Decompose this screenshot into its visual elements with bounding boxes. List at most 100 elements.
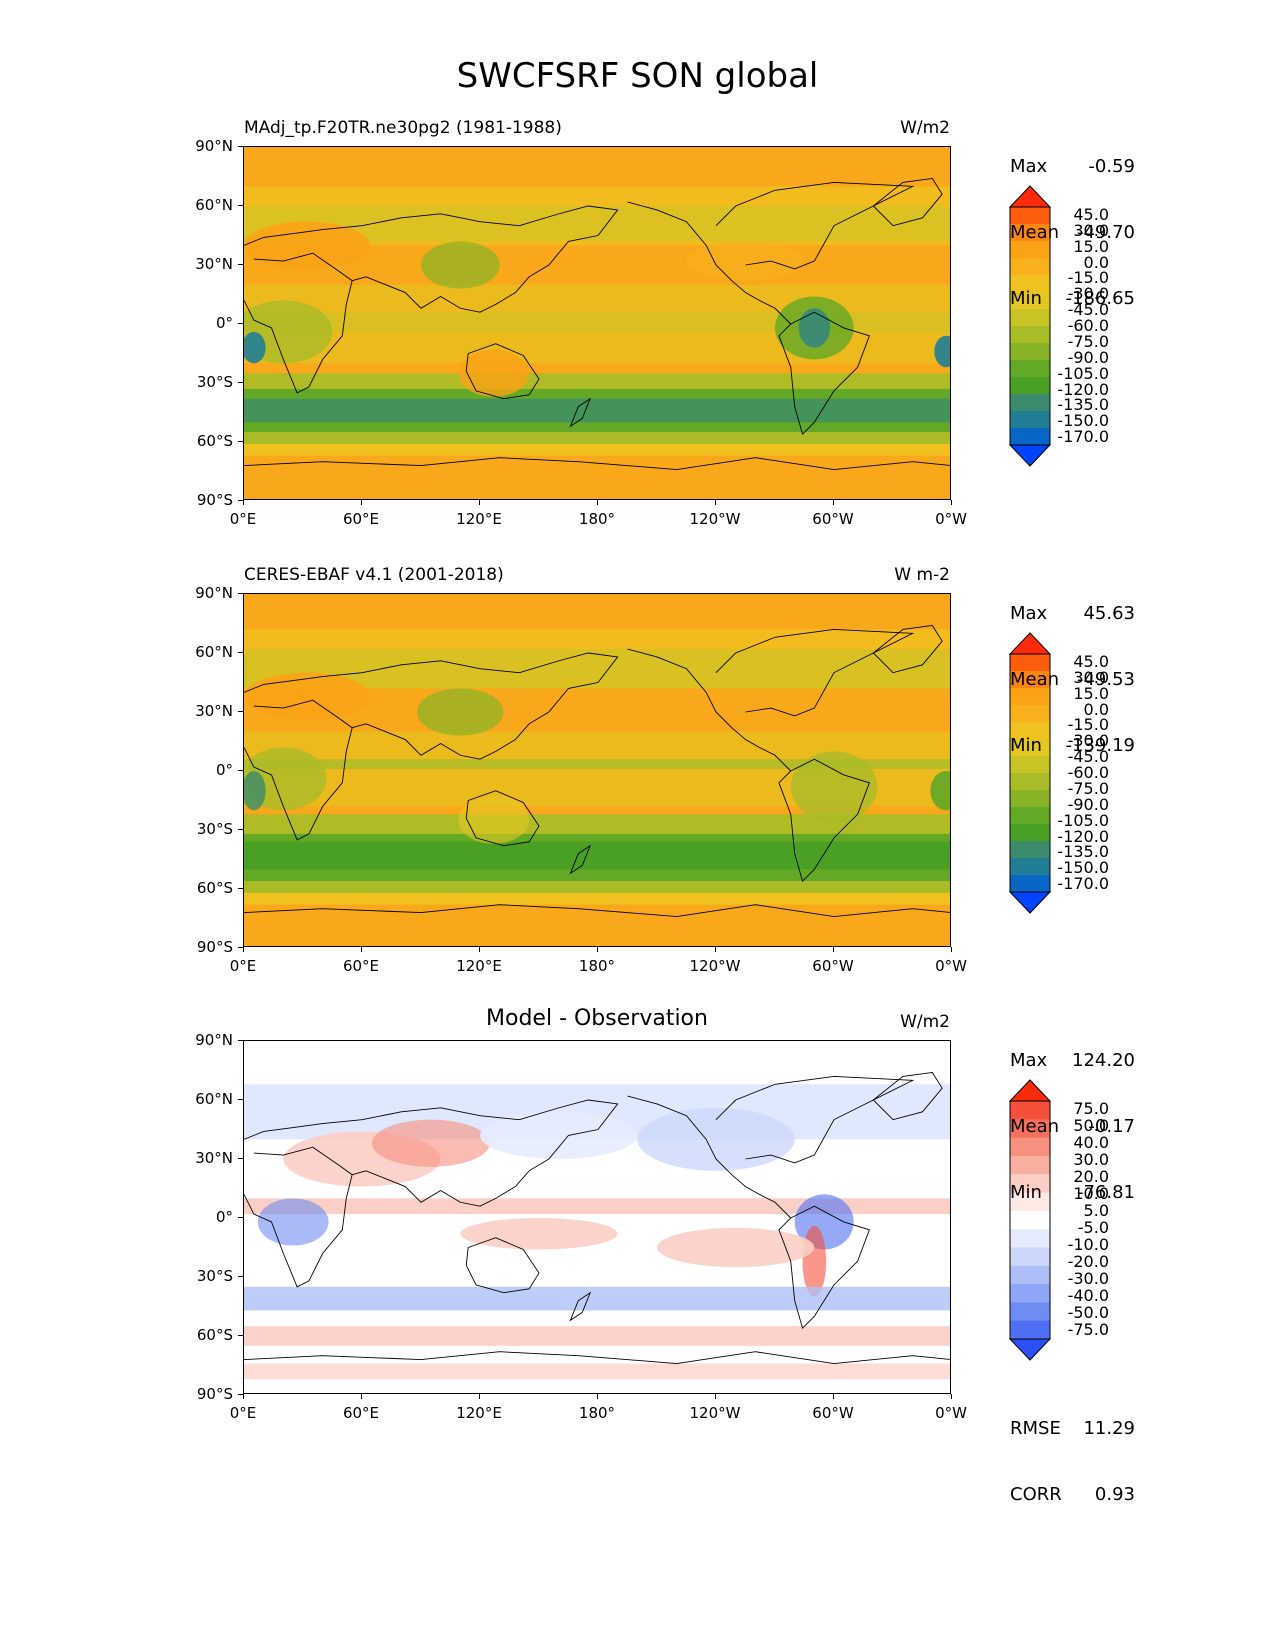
panel-3-stats: Max 124.20 Mean -0.17 Min -76.81 bbox=[1010, 1006, 1135, 1226]
lat-tick-mark bbox=[238, 888, 243, 889]
lat-tick-label: 90°N bbox=[195, 1031, 233, 1049]
colorbar-bin bbox=[1010, 428, 1050, 446]
colorbar-outline bbox=[1009, 653, 1051, 893]
lon-tick-mark bbox=[833, 947, 834, 952]
colorbar-bin bbox=[1010, 394, 1050, 412]
stat-max-label: Max bbox=[1010, 1050, 1048, 1071]
lon-tick-label: 180° bbox=[578, 957, 616, 975]
colorbar-level-label: -45.0 bbox=[1067, 300, 1109, 320]
panel-1-units: W/m2 bbox=[900, 118, 950, 138]
colorbar-level-label: -90.0 bbox=[1067, 794, 1109, 814]
colorbar-level-label: -20.0 bbox=[1067, 1252, 1109, 1271]
lon-tick-mark bbox=[715, 947, 716, 952]
lat-tick-label: 0° bbox=[215, 1208, 233, 1226]
lat-tick-label: 60°N bbox=[195, 643, 233, 661]
panel-2-field bbox=[244, 594, 950, 946]
lat-tick-mark bbox=[238, 441, 243, 442]
lat-tick-label: 90°N bbox=[195, 137, 233, 155]
colorbar-level-label: -135.0 bbox=[1057, 395, 1109, 415]
colorbar-bin bbox=[1010, 807, 1050, 825]
colorbar-bin bbox=[1010, 875, 1050, 893]
lon-tick-label: 0°W bbox=[935, 1404, 967, 1422]
lat-tick-label: 60°S bbox=[196, 879, 233, 897]
lon-tick-mark bbox=[597, 947, 598, 952]
colorbar-bin bbox=[1010, 309, 1050, 327]
lat-tick-mark bbox=[238, 1335, 243, 1336]
colorbar-level-label: -5.0 bbox=[1077, 1218, 1109, 1237]
stat-min-label: Min bbox=[1010, 288, 1042, 309]
stat-rmse-value: 11.29 bbox=[1083, 1418, 1135, 1439]
colorbar-bin bbox=[1010, 292, 1050, 310]
colorbar-bin bbox=[1010, 207, 1050, 225]
lon-tick-label: 0°E bbox=[229, 510, 257, 528]
colorbar-level-label: -45.0 bbox=[1067, 747, 1109, 767]
lon-tick-label: 60°E bbox=[342, 510, 380, 528]
colorbar-level-label: 75.0 bbox=[1073, 1099, 1109, 1118]
lat-tick-mark bbox=[238, 1394, 243, 1395]
colorbar-level-label: 0.0 bbox=[1083, 699, 1109, 719]
colorbar-level-label: 30.0 bbox=[1073, 667, 1109, 687]
stat-mean-value: -49.53 bbox=[1076, 669, 1135, 690]
colorbar-bin bbox=[1010, 858, 1050, 876]
figure-title: SWCFSRF SON global bbox=[456, 56, 819, 96]
colorbar-level-label: -60.0 bbox=[1067, 763, 1109, 783]
lon-tick-label: 180° bbox=[578, 510, 616, 528]
lon-tick-label: 60°E bbox=[342, 957, 380, 975]
lat-tick-label: 90°S bbox=[196, 491, 233, 509]
panel-3-map bbox=[243, 1040, 951, 1394]
colorbar-level-label: 45.0 bbox=[1073, 652, 1109, 671]
colorbar-level-label: -15.0 bbox=[1067, 268, 1109, 288]
lon-tick-mark bbox=[243, 500, 244, 505]
lon-tick-label: 120°E bbox=[456, 1404, 502, 1422]
colorbar-level-label: 30.0 bbox=[1073, 1150, 1109, 1169]
colorbar-bin bbox=[1010, 360, 1050, 378]
lon-tick-mark bbox=[951, 500, 952, 505]
colorbar-level-label: -60.0 bbox=[1067, 316, 1109, 336]
colorbar-bin bbox=[1010, 1302, 1050, 1322]
colorbar-level-label: -75.0 bbox=[1067, 1320, 1109, 1339]
lon-tick-mark bbox=[715, 1394, 716, 1399]
panel-1-stats: Max -0.59 Mean -49.70 Min -186.65 bbox=[1010, 112, 1135, 332]
colorbar-level-label: -30.0 bbox=[1067, 1269, 1109, 1288]
lon-tick-mark bbox=[361, 500, 362, 505]
colorbar-bin bbox=[1010, 1192, 1050, 1212]
panel-2-stats: Max 45.63 Mean -49.53 Min -139.19 bbox=[1010, 559, 1135, 779]
panel-2-dataset-label: CERES-EBAF v4.1 (2001-2018) bbox=[244, 565, 504, 585]
lat-tick-mark bbox=[238, 652, 243, 653]
colorbar-level-label: 20.0 bbox=[1073, 1167, 1109, 1186]
stat-max-value: 45.63 bbox=[1083, 603, 1135, 624]
colorbar-level-label: 0.0 bbox=[1083, 252, 1109, 272]
panel-2-colorbar bbox=[1009, 632, 1051, 914]
colorbar-level-label: -75.0 bbox=[1067, 778, 1109, 798]
lon-tick-label: 0°E bbox=[229, 1404, 257, 1422]
lon-tick-label: 120°E bbox=[456, 510, 502, 528]
stat-max-label: Max bbox=[1010, 156, 1048, 177]
lat-tick-mark bbox=[238, 829, 243, 830]
colorbar-level-label: 15.0 bbox=[1073, 236, 1109, 256]
lat-tick-mark bbox=[238, 382, 243, 383]
colorbar-bin bbox=[1010, 1137, 1050, 1157]
colorbar-level-label: -30.0 bbox=[1067, 731, 1109, 751]
colorbar-bin bbox=[1010, 790, 1050, 808]
lat-tick-label: 30°S bbox=[196, 373, 233, 391]
colorbar-level-label: 15.0 bbox=[1073, 683, 1109, 703]
stat-min-label: Min bbox=[1010, 1182, 1042, 1203]
colorbar-level-label: 30.0 bbox=[1073, 220, 1109, 240]
stat-mean-label: Mean bbox=[1010, 222, 1060, 243]
lon-tick-label: 0°E bbox=[229, 957, 257, 975]
lon-tick-mark bbox=[479, 1394, 480, 1399]
lat-tick-mark bbox=[238, 1099, 243, 1100]
lat-tick-label: 90°N bbox=[195, 584, 233, 602]
lat-tick-label: 60°S bbox=[196, 432, 233, 450]
colorbar-level-label: -170.0 bbox=[1057, 874, 1109, 894]
lat-tick-label: 60°N bbox=[195, 196, 233, 214]
panel-1-colorbar bbox=[1009, 185, 1051, 467]
stat-max-label: Max bbox=[1010, 603, 1048, 624]
colorbar-level-label: -40.0 bbox=[1067, 1286, 1109, 1305]
lat-tick-label: 30°N bbox=[195, 702, 233, 720]
colorbar-level-label: 10.0 bbox=[1073, 1184, 1109, 1203]
lat-tick-mark bbox=[238, 500, 243, 501]
lon-tick-label: 60°W bbox=[812, 957, 854, 975]
colorbar-level-label: 50.0 bbox=[1073, 1116, 1109, 1135]
lat-tick-mark bbox=[238, 770, 243, 771]
